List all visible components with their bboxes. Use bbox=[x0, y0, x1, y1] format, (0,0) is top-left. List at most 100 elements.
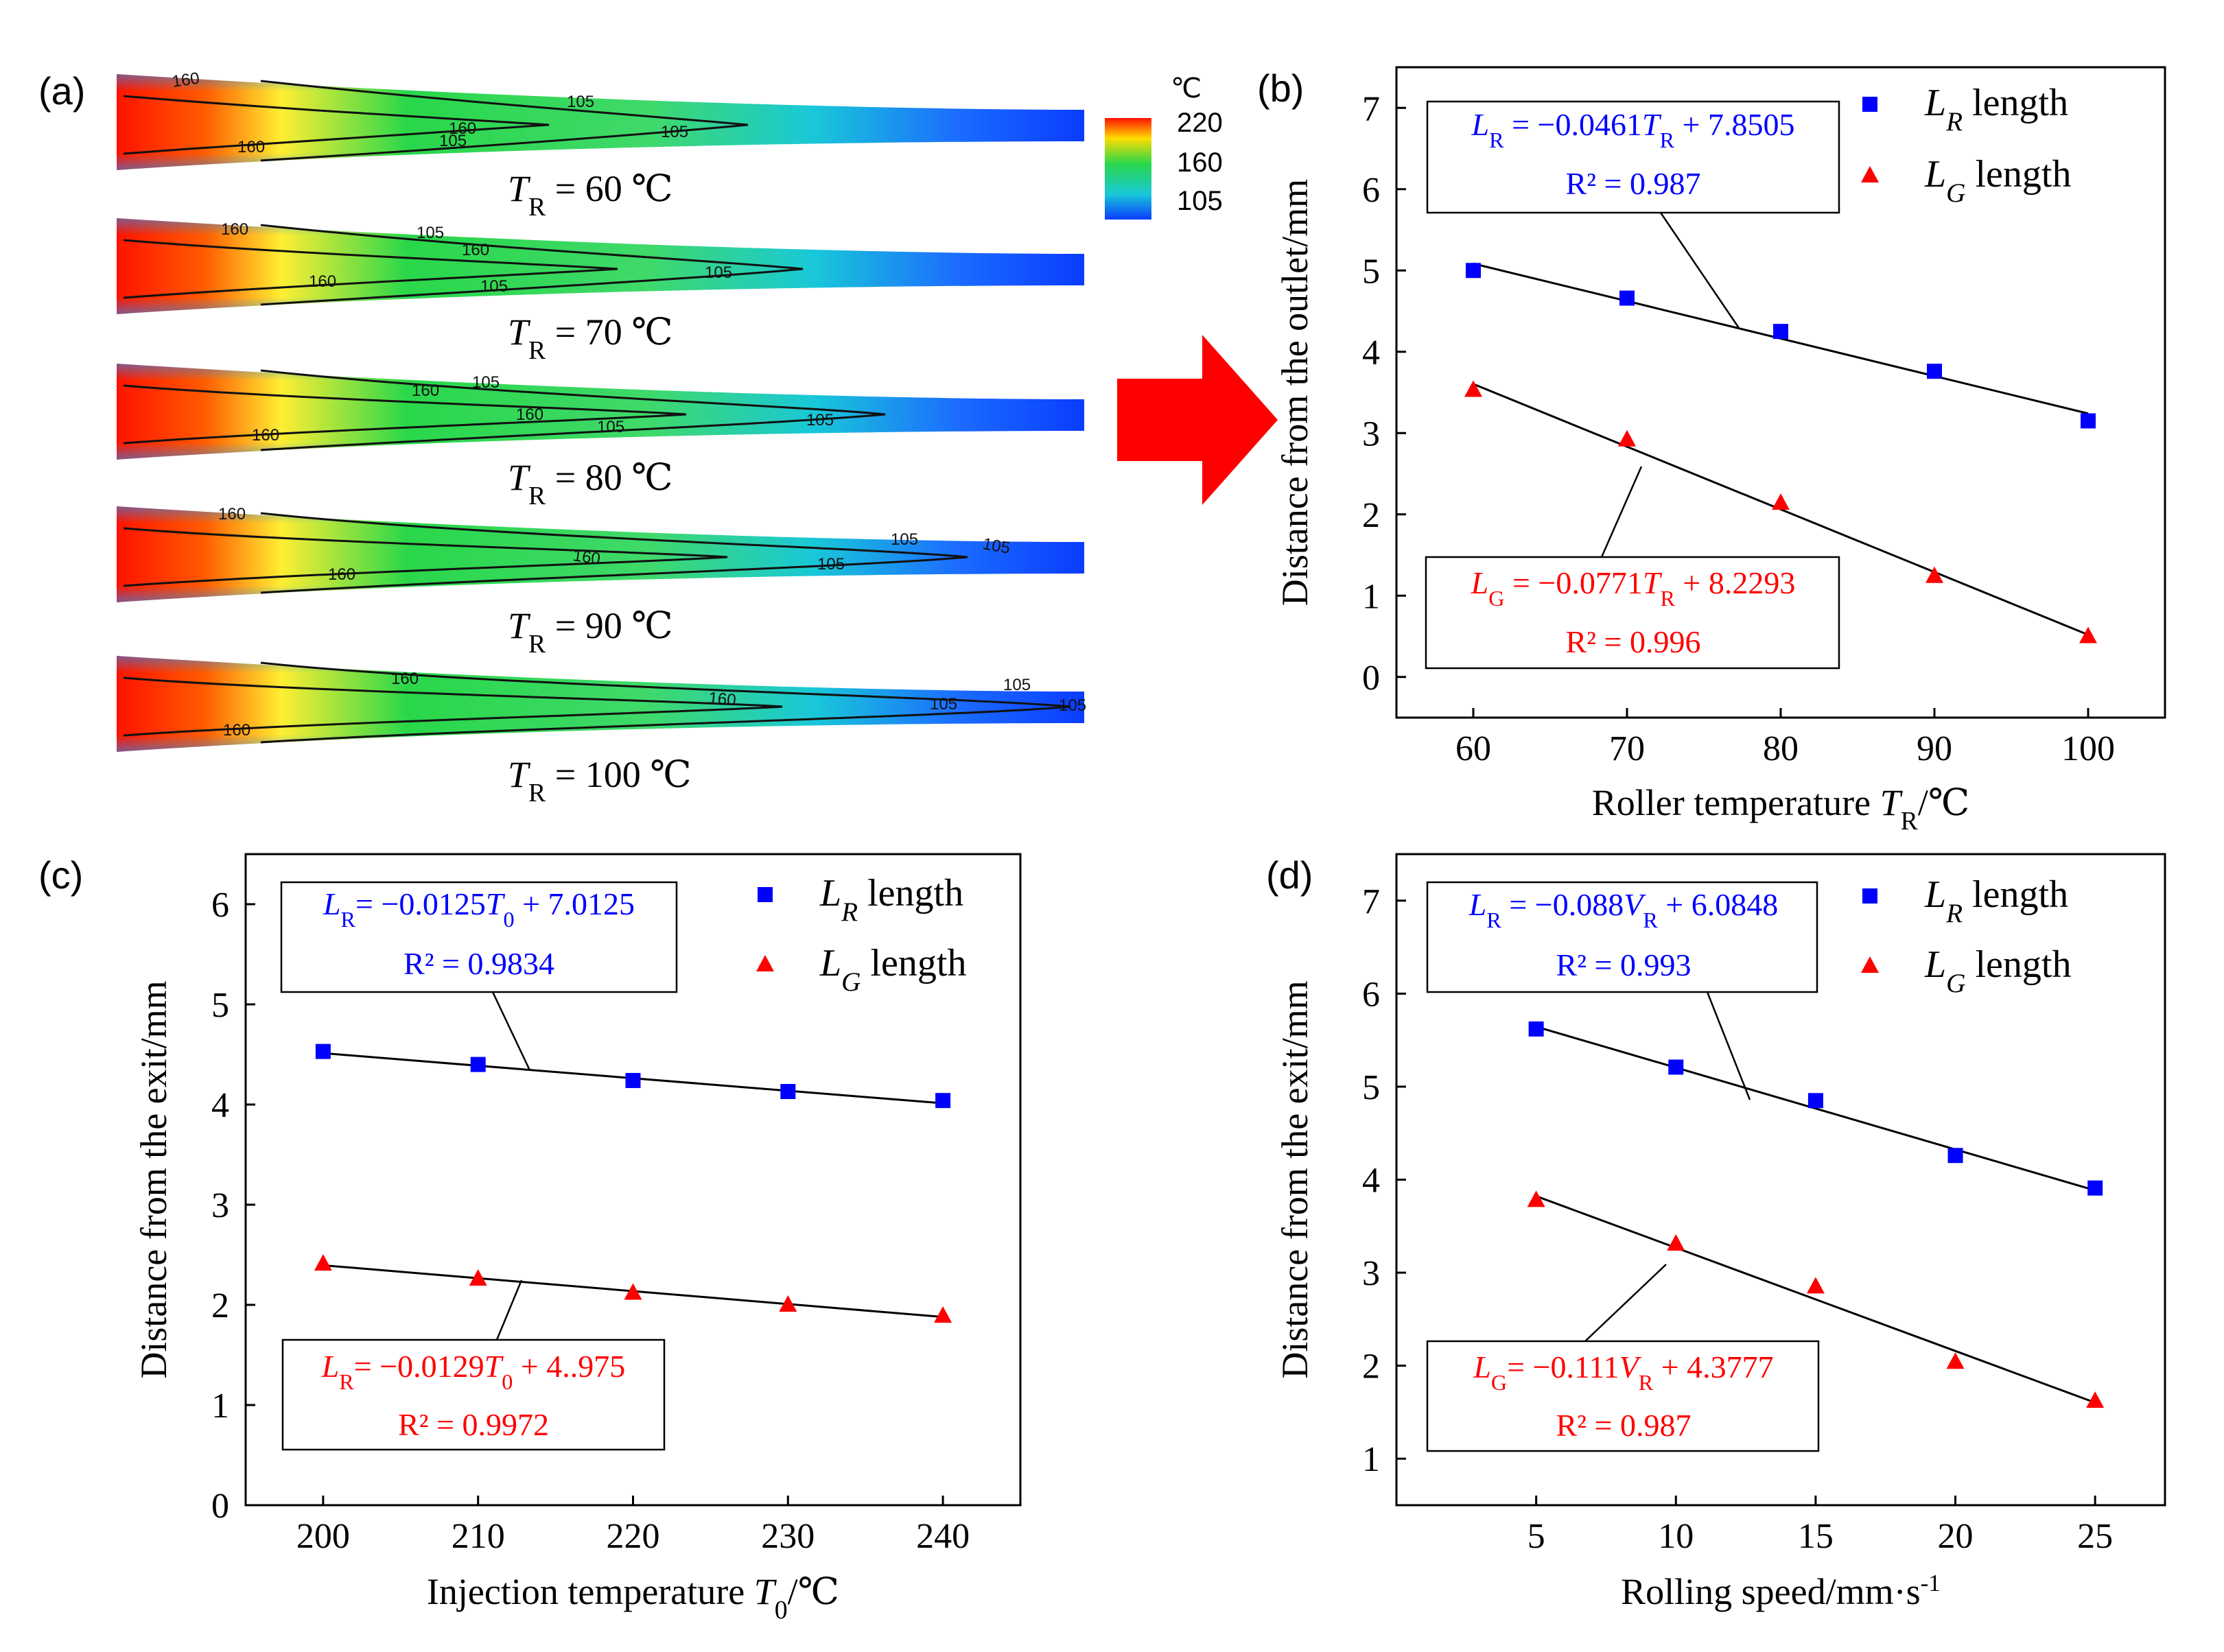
caption-symbol: T bbox=[508, 311, 531, 353]
eq-symbol: L bbox=[323, 886, 341, 921]
x-axis-text: Injection temperature bbox=[427, 1571, 754, 1612]
y-tick-label: 1 bbox=[1362, 577, 1380, 616]
contour-label: 160 bbox=[412, 381, 439, 400]
y-tick-label: 5 bbox=[211, 986, 229, 1025]
panel-b-chart: (b) 60 70 80 90 100 0 1 2 3 4 5 6 7 Distance from the … bbox=[1257, 66, 2166, 836]
x-tick-label: 200 bbox=[296, 1517, 350, 1556]
right-arrow-icon bbox=[1117, 335, 1278, 505]
x-axis-unit: /℃ bbox=[788, 1571, 839, 1612]
strip-caption: TR = 70 ℃ bbox=[508, 311, 673, 365]
x-tick-label: 70 bbox=[1609, 729, 1645, 768]
caption-symbol: T bbox=[508, 168, 531, 209]
colorbar-unit: ℃ bbox=[1171, 73, 1202, 104]
contour-label: 105 bbox=[817, 555, 845, 574]
caption-subscript: R bbox=[528, 482, 546, 510]
annotation-box bbox=[1426, 1340, 1820, 1452]
annotation-box bbox=[1426, 881, 1818, 993]
panel-label: (b) bbox=[1257, 67, 1304, 110]
contour-160 bbox=[123, 527, 728, 587]
wall-cooling-shade bbox=[117, 74, 1084, 170]
caption-symbol: T bbox=[508, 754, 531, 795]
x-axis-label: Roller temperature TR/℃ bbox=[1592, 782, 1970, 836]
contour-label: 160 bbox=[171, 69, 200, 91]
temperature-strip: 160 160 105 160 105 105 TR = 80 ℃ bbox=[117, 364, 1084, 510]
annotation-box bbox=[1425, 556, 1840, 670]
legend-symbol: L bbox=[819, 942, 841, 984]
legend-entry: LR length bbox=[1924, 82, 2068, 137]
contour-label: 160 bbox=[223, 721, 250, 740]
legend-text: length bbox=[1963, 873, 2068, 916]
y-tick-label: 3 bbox=[1362, 1254, 1380, 1293]
eq-symbol: L bbox=[1471, 107, 1490, 142]
eq-variable-subscript: R bbox=[1643, 908, 1658, 932]
eq-variable: T bbox=[1642, 107, 1662, 142]
y-tick-label: 5 bbox=[1362, 252, 1380, 291]
panel-label: (c) bbox=[38, 853, 83, 897]
contour-label: 160 bbox=[449, 119, 476, 138]
annotation-leader bbox=[1600, 466, 1643, 558]
legend-subscript: G bbox=[1946, 178, 1965, 208]
data-point-square bbox=[2087, 1180, 2103, 1196]
eq-subscript: G bbox=[1491, 1370, 1507, 1395]
eq-intercept: + 4.3777 bbox=[1653, 1349, 1773, 1384]
y-tick-label: 1 bbox=[211, 1386, 229, 1426]
data-point-triangle bbox=[1946, 1352, 1965, 1369]
x-axis-subscript: 0 bbox=[775, 1596, 788, 1625]
data-point-triangle bbox=[1527, 1190, 1545, 1207]
data-point-square bbox=[1927, 364, 1942, 379]
data-point-square bbox=[470, 1057, 486, 1072]
x-axis-subscript: R bbox=[1901, 807, 1919, 836]
fit-equation: LG= −0.111VR + 4.3777 bbox=[1473, 1349, 1773, 1395]
x-tick-label: 5 bbox=[1527, 1517, 1545, 1556]
eq-slope: = −0.0129 bbox=[354, 1349, 484, 1384]
contour-label: 105 bbox=[472, 373, 500, 392]
colorbar-tick-mid: 160 bbox=[1177, 148, 1223, 178]
x-tick-label: 60 bbox=[1455, 729, 1491, 768]
data-point-triangle bbox=[1925, 566, 1943, 583]
x-tick-label: 25 bbox=[2077, 1517, 2113, 1556]
eq-subscript: R bbox=[1486, 908, 1501, 932]
caption-symbol: T bbox=[508, 605, 531, 646]
x-axis-text: Roller temperature bbox=[1592, 782, 1880, 823]
eq-symbol: L bbox=[1473, 1349, 1491, 1384]
legend-marker-triangle bbox=[1861, 956, 1879, 973]
caption-subscript: R bbox=[528, 193, 546, 222]
y-tick-label: 7 bbox=[1362, 882, 1380, 921]
legend-entry: LG length bbox=[1924, 943, 2071, 998]
legend-text: length bbox=[1965, 943, 2071, 986]
contour-160 bbox=[123, 239, 618, 299]
legend-symbol: L bbox=[819, 872, 841, 914]
annotation-box bbox=[281, 1338, 666, 1451]
eq-symbol: L bbox=[1471, 565, 1489, 600]
contour-label: 105 bbox=[567, 93, 594, 111]
y-tick-label: 3 bbox=[1362, 414, 1380, 453]
caption-subscript: R bbox=[528, 336, 546, 365]
legend-marker-square bbox=[758, 887, 773, 902]
panel-d-chart: (d) 5 10 15 20 25 1 2 3 4 5 6 7 Distance from the exi… bbox=[1266, 853, 2166, 1612]
legend-symbol: L bbox=[1924, 873, 1946, 916]
r-squared: R² = 0.9972 bbox=[398, 1407, 549, 1442]
data-point-square bbox=[780, 1084, 796, 1100]
fit-line bbox=[1536, 1026, 2096, 1192]
fit-equation: LG = −0.0771TR + 8.2293 bbox=[1471, 565, 1796, 611]
fit-equation: LR= −0.0129T0 + 4..975 bbox=[321, 1349, 626, 1394]
data-point-triangle bbox=[2079, 626, 2097, 644]
y-tick-label: 6 bbox=[1362, 171, 1380, 210]
data-point-square bbox=[2081, 413, 2096, 429]
x-axis-symbol: T bbox=[754, 1571, 777, 1612]
eq-variable-subscript: 0 bbox=[504, 907, 515, 932]
x-tick-label: 220 bbox=[607, 1517, 660, 1556]
contour-105 bbox=[260, 80, 749, 162]
eq-variable: T bbox=[1643, 565, 1663, 600]
r-squared: R² = 0.9834 bbox=[403, 946, 554, 981]
contour-label: 160 bbox=[218, 505, 246, 523]
eq-intercept: + 7.8505 bbox=[1674, 107, 1794, 142]
eq-variable: V bbox=[1619, 1349, 1642, 1384]
data-point-square bbox=[1619, 290, 1635, 306]
r-squared: R² = 0.987 bbox=[1556, 1408, 1692, 1443]
caption-subscript: R bbox=[528, 779, 546, 807]
fit-equation: LR= −0.0125T0 + 7.0125 bbox=[323, 886, 635, 932]
y-tick-label: 4 bbox=[211, 1086, 229, 1125]
